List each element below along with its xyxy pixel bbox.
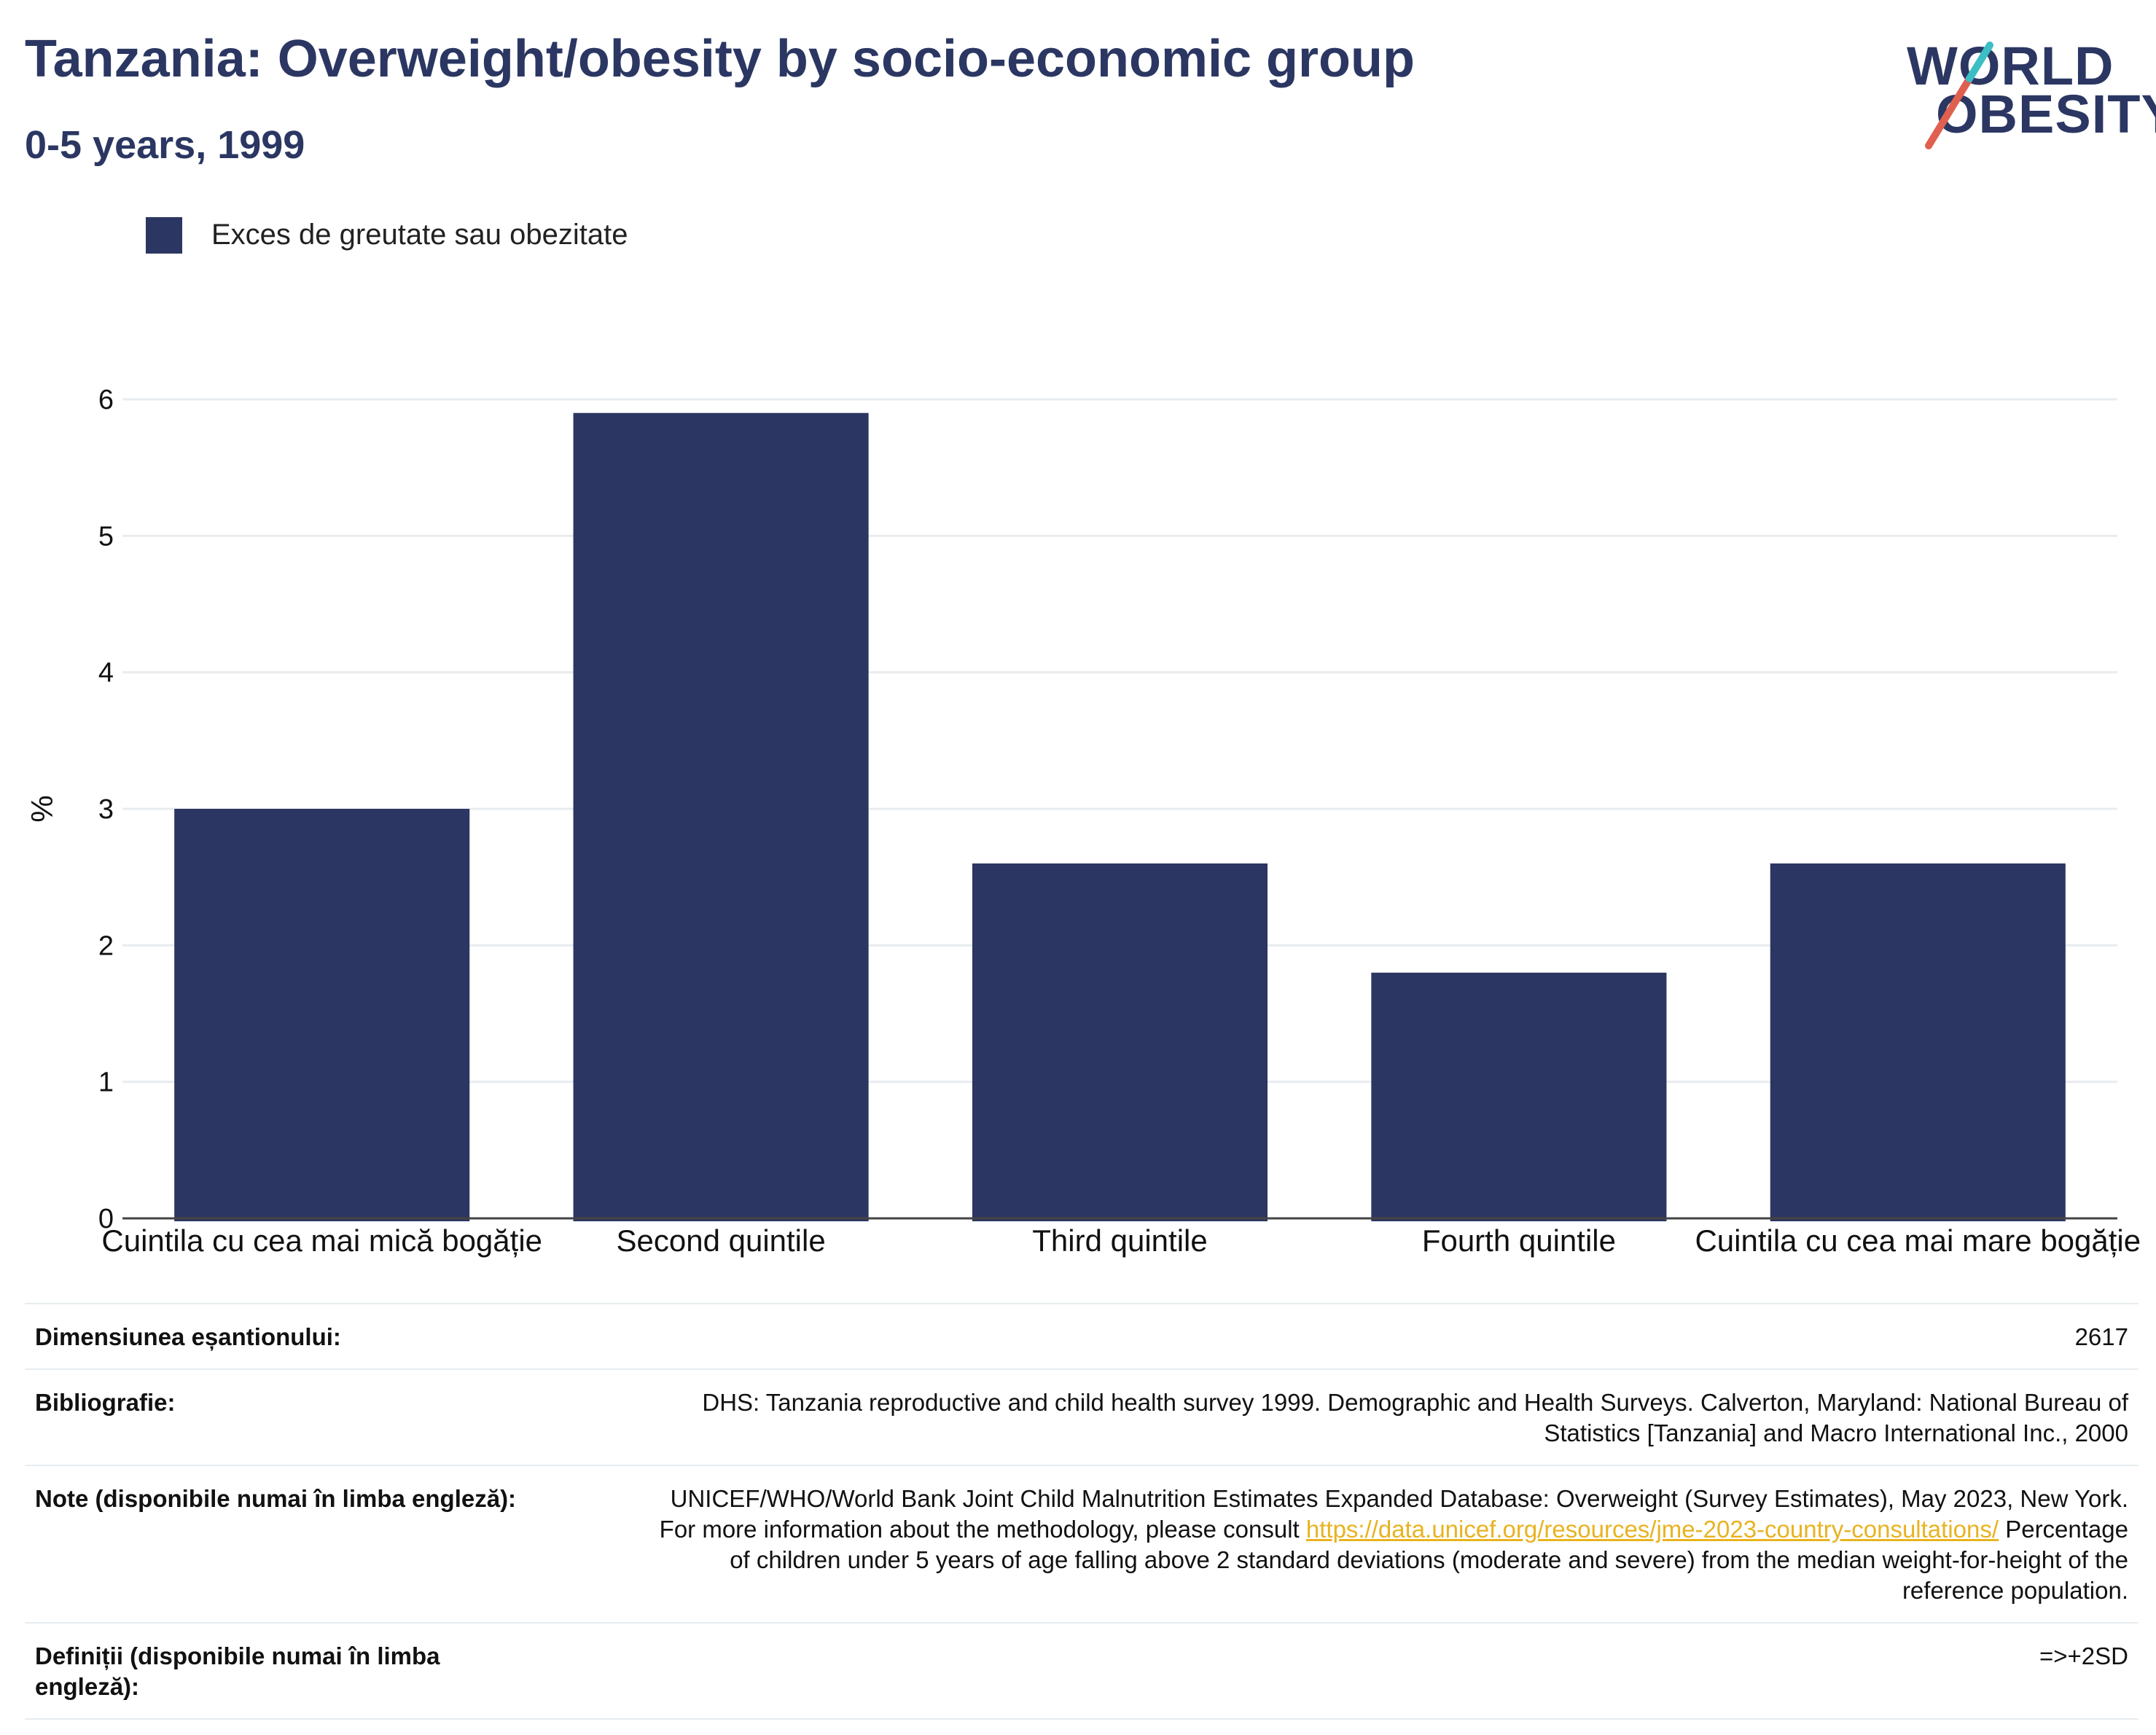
chart-title: Tanzania: Overweight/obesity by socio-ec… (25, 30, 1415, 88)
y-axis-ticks: 0 1 2 3 4 5 6 (98, 385, 114, 1234)
notes-text-after: Percentage of children under 5 years of … (730, 1516, 2128, 1604)
x-category-label: Cuintila cu cea mai mare bogăție (1695, 1223, 2141, 1258)
sample-size-label: Dimensiunea eșantionului: (35, 1323, 341, 1350)
x-category-label: Cuintila cu cea mai mică bogăție (101, 1223, 542, 1258)
y-tick-label: 6 (98, 385, 114, 415)
sample-size-row: Dimensiunea eșantionului: 2617 (25, 1304, 2139, 1370)
x-category-label: Fourth quintile (1422, 1223, 1616, 1258)
legend-swatch (146, 217, 182, 254)
y-tick-label: 3 (98, 794, 114, 825)
y-tick-label: 1 (98, 1068, 114, 1098)
x-axis-categories: Cuintila cu cea mai mică bogăție Second q… (101, 1223, 2141, 1258)
bibliography-value: DHS: Tanzania reproductive and child hea… (702, 1389, 2128, 1446)
metadata-table: Dimensiunea eșantionului: 2617 Bibliogra… (25, 1303, 2139, 1720)
notes-label: Note (disponibile numai în limba engleză… (35, 1485, 517, 1512)
y-tick-label: 0 (98, 1204, 114, 1234)
bibliography-label: Bibliografie: (35, 1389, 176, 1416)
sample-size-value: 2617 (2074, 1323, 2128, 1350)
y-tick-label: 4 (98, 658, 114, 689)
world-obesity-logo[interactable]: WORLD OBESITY (1902, 20, 2156, 152)
definitions-row: Definiții (disponibile numai în limba en… (25, 1624, 2139, 1720)
bars (174, 412, 2066, 1221)
definitions-value: =>+2SD (2039, 1642, 2128, 1669)
notes-link[interactable]: https://data.unicef.org/resources/jme-20… (1305, 1516, 1999, 1543)
logo-slash-icon (1925, 42, 1993, 149)
legend-label: Exces de greutate sau obezitate (211, 219, 628, 251)
bar[interactable] (573, 412, 869, 1221)
bar[interactable] (972, 863, 1268, 1221)
notes-text: UNICEF/WHO/World Bank Joint Child Malnut… (659, 1485, 2128, 1543)
bibliography-row: Bibliografie: DHS: Tanzania reproductive… (25, 1370, 2139, 1466)
y-tick-label: 2 (98, 931, 114, 961)
logo-word-obesity: OBESITY (1936, 84, 2156, 144)
notes-row: Note (disponibile numai în limba engleză… (25, 1466, 2139, 1624)
bar[interactable] (174, 809, 470, 1221)
y-tick-label: 5 (98, 521, 114, 552)
y-axis-title: % (25, 795, 59, 822)
bar-chart: 0 1 2 3 4 5 6 Cuintila cu cea mai mică bogăție… (25, 385, 2141, 1258)
notes-value: UNICEF/WHO/World Bank Joint Child Malnut… (641, 1484, 2128, 1606)
bar[interactable] (1371, 972, 1667, 1221)
bar[interactable] (1770, 863, 2066, 1221)
x-category-label: Second quintile (616, 1223, 825, 1258)
chart-subtitle: 0-5 years, 1999 (25, 123, 305, 167)
definitions-label: Definiții (disponibile numai în limba en… (35, 1642, 440, 1700)
logo-word-world: WORLD (1907, 36, 2114, 96)
x-category-label: Third quintile (1032, 1223, 1207, 1258)
